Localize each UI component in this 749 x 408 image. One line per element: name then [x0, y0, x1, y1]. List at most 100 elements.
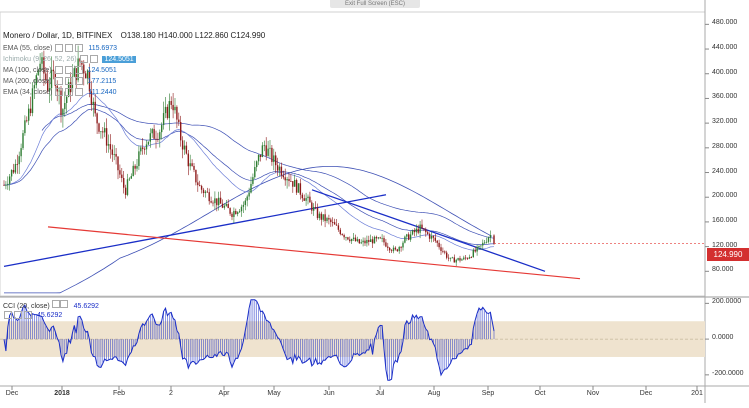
visibility-icon[interactable] — [55, 44, 64, 53]
indicator-value: 115.6973 — [88, 45, 118, 52]
indicator-legend-ema34[interactable]: EMA (34, close) 111.2440 — [3, 88, 117, 98]
candle-body — [345, 237, 347, 239]
candle-body — [219, 197, 222, 204]
candle-body — [303, 198, 305, 201]
close-icon[interactable] — [74, 77, 83, 86]
close-icon[interactable] — [74, 66, 83, 75]
candle-body — [273, 155, 275, 163]
candle-body — [155, 138, 157, 140]
close-icon[interactable] — [75, 88, 84, 97]
visibility-icon[interactable] — [55, 88, 64, 97]
candle-body — [195, 169, 197, 183]
candle-body — [402, 242, 404, 248]
candle-body — [322, 214, 324, 220]
symbol-header: Monero / Dollar, 1D, BITFINEX O138.180 H… — [3, 31, 265, 40]
settings-icon[interactable] — [65, 88, 74, 97]
candle-body — [252, 177, 254, 184]
candle-body — [73, 68, 75, 77]
candle-body — [280, 166, 283, 176]
settings-icon[interactable] — [64, 66, 73, 75]
candle-body — [52, 69, 55, 72]
candle-body — [489, 235, 492, 238]
candle-body — [482, 242, 484, 246]
candle-body — [415, 228, 417, 233]
indicator-value: 111.2440 — [88, 89, 117, 96]
candle-body — [10, 169, 13, 177]
settings-icon[interactable] — [59, 300, 68, 308]
visibility-icon[interactable] — [51, 300, 60, 308]
x-tick-label: May — [267, 390, 281, 397]
candle-body — [134, 165, 136, 169]
candle-body — [41, 57, 43, 64]
candle-body — [389, 247, 391, 251]
visibility-icon[interactable] — [79, 55, 88, 64]
candle-body — [183, 145, 186, 150]
visibility-icon[interactable] — [4, 311, 12, 320]
indicator-legend-ichimoku[interactable]: Ichimoku (9, 26, 52, 26) 124.5051 — [3, 55, 136, 65]
candle-body — [107, 144, 110, 146]
candle-body — [466, 258, 469, 259]
candle-body — [28, 108, 30, 121]
candle-body — [398, 247, 400, 252]
candle-body — [39, 63, 41, 71]
candle-body — [189, 163, 191, 167]
candle-body — [256, 161, 258, 168]
candle-body — [172, 104, 174, 111]
candle-body — [50, 69, 53, 89]
osc-y-tick-label: 200.0000 — [712, 298, 742, 306]
oscillator-label: CCI (20, close) — [3, 303, 50, 310]
candle-body — [174, 106, 176, 111]
settings-icon[interactable] — [89, 55, 98, 64]
candle-body — [104, 128, 106, 133]
candle-body — [124, 187, 127, 195]
candle-body — [432, 235, 435, 238]
settings-icon[interactable] — [64, 77, 73, 86]
indicator-label: EMA (34, close) — [3, 89, 53, 96]
candle-body — [159, 132, 161, 140]
candle-body — [421, 224, 423, 229]
candle-body — [379, 237, 381, 239]
candle-body — [216, 198, 218, 206]
candle-body — [164, 106, 167, 114]
candle-body — [58, 90, 60, 92]
indicator-label: EMA (55, close) — [3, 45, 53, 52]
close-icon[interactable] — [75, 44, 84, 53]
candle-body — [396, 249, 398, 252]
indicator-legend-ma200[interactable]: MA (200, close) 177.2115 — [3, 77, 116, 87]
candle-body — [269, 147, 271, 149]
candle-body — [168, 101, 170, 119]
indicator-label: MA (100, close) — [3, 67, 52, 74]
y-tick-label: 400.000 — [712, 68, 738, 76]
oscillator-legend[interactable]: CCI (20, close) 45.6292 — [3, 300, 99, 310]
settings-icon[interactable] — [14, 311, 22, 320]
candle-body — [493, 235, 495, 244]
settings-icon[interactable] — [65, 44, 74, 53]
candle-body — [126, 179, 129, 195]
candle-body — [210, 201, 212, 203]
candle-body — [292, 181, 294, 187]
candle-body — [451, 257, 454, 259]
candle-body — [368, 239, 370, 242]
y-tick-label: 360.000 — [712, 93, 738, 101]
y-tick-label: 240.000 — [712, 167, 738, 175]
indicator-legend-ema55[interactable]: EMA (55, close) 115.6973 — [3, 44, 117, 54]
visibility-icon[interactable] — [54, 77, 63, 86]
candle-body — [86, 70, 89, 79]
close-icon[interactable] — [24, 311, 32, 320]
x-tick-label: Jun — [323, 390, 335, 397]
exit-full-screen-button[interactable]: Exit Full Screen (ESC) — [330, 0, 420, 8]
indicator-legend-ma100[interactable]: MA (100, close) 124.5051 — [3, 66, 117, 76]
candle-body — [461, 259, 463, 261]
candle-body — [123, 178, 125, 188]
candle-body — [176, 106, 178, 120]
ema55-line — [4, 108, 495, 246]
visibility-icon[interactable] — [54, 66, 63, 75]
open-value: O138.180 — [120, 31, 156, 40]
candle-body — [248, 192, 250, 197]
candle-body — [295, 179, 298, 193]
y-tick-label: 160.000 — [712, 216, 738, 224]
candle-body — [288, 178, 290, 182]
candle-body — [406, 234, 408, 237]
